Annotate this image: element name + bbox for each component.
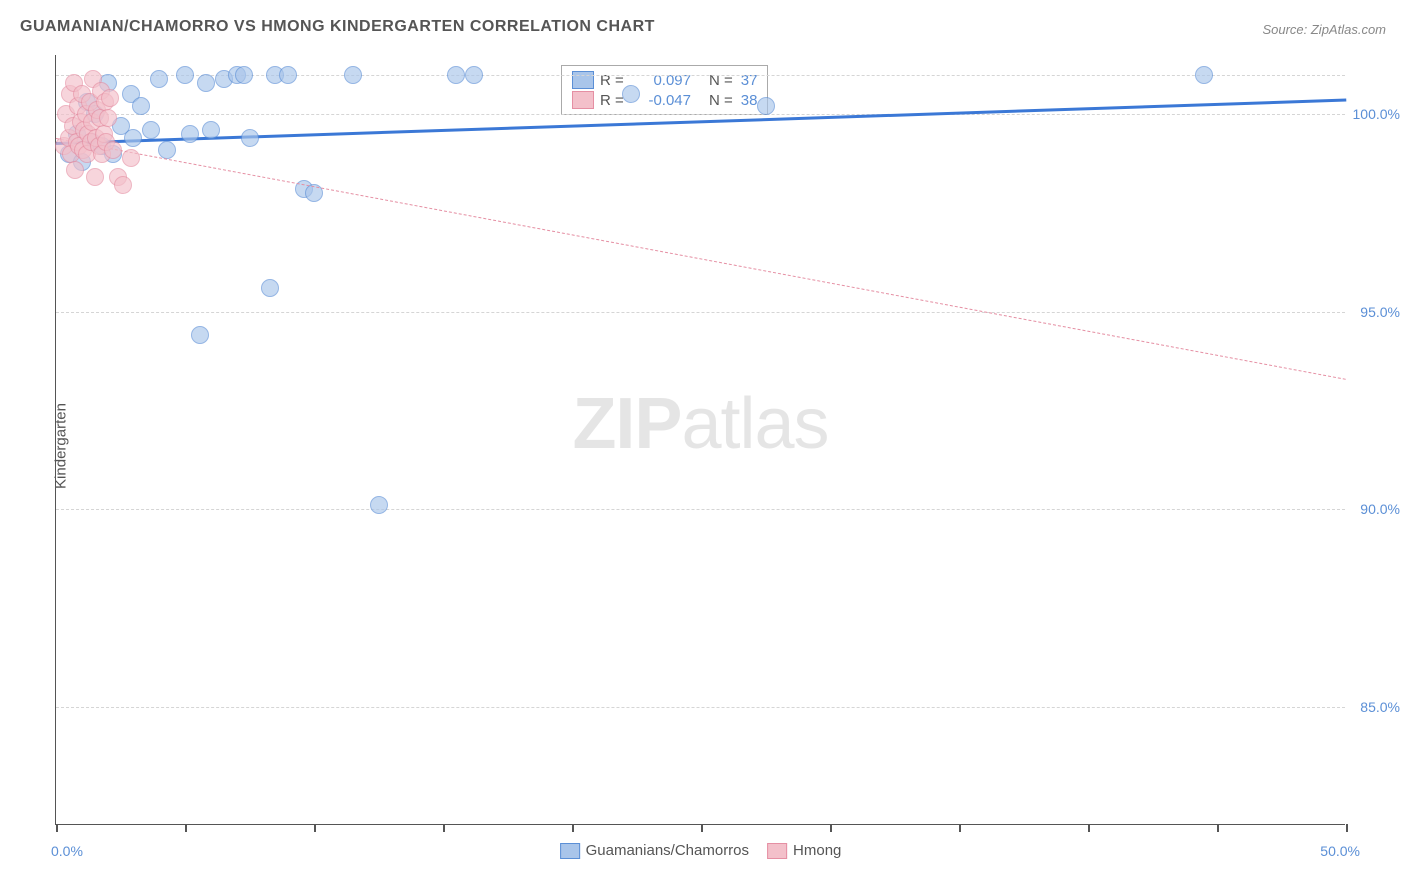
scatter-point <box>124 129 142 147</box>
scatter-point <box>279 66 297 84</box>
scatter-point <box>142 121 160 139</box>
legend-label: Guamanians/Chamorros <box>586 842 749 859</box>
scatter-point <box>191 326 209 344</box>
scatter-point <box>66 161 84 179</box>
scatter-point <box>104 141 122 159</box>
x-tick <box>959 824 961 832</box>
chart-title: GUAMANIAN/CHAMORRO VS HMONG KINDERGARTEN… <box>20 18 655 36</box>
x-tick <box>701 824 703 832</box>
chart-plot-area: ZIPatlas R =0.097N =37R =-0.047N =38 Gua… <box>55 55 1345 825</box>
gridline <box>56 114 1345 115</box>
watermark: ZIPatlas <box>572 383 828 465</box>
scatter-point <box>158 141 176 159</box>
x-tick <box>572 824 574 832</box>
scatter-point <box>465 66 483 84</box>
x-tick-label: 50.0% <box>1320 843 1360 859</box>
scatter-point <box>622 85 640 103</box>
legend-swatch <box>767 843 787 859</box>
scatter-point <box>114 176 132 194</box>
legend-swatch <box>560 843 580 859</box>
legend-item: Guamanians/Chamorros <box>560 842 749 859</box>
gridline <box>56 312 1345 313</box>
x-tick <box>314 824 316 832</box>
x-tick <box>443 824 445 832</box>
source-label: Source: ZipAtlas.com <box>1262 22 1386 37</box>
legend-r-value: -0.047 <box>636 92 691 109</box>
legend-swatch <box>572 71 594 89</box>
scatter-point <box>261 279 279 297</box>
legend-swatch <box>572 91 594 109</box>
gridline <box>56 707 1345 708</box>
legend-label: Hmong <box>793 842 841 859</box>
scatter-point <box>235 66 253 84</box>
correlation-legend: R =0.097N =37R =-0.047N =38 <box>561 65 768 115</box>
scatter-point <box>122 149 140 167</box>
legend-row: R =0.097N =37 <box>572 70 757 90</box>
y-tick-label: 95.0% <box>1350 304 1400 320</box>
scatter-point <box>447 66 465 84</box>
x-tick <box>1088 824 1090 832</box>
x-tick <box>56 824 58 832</box>
legend-n-value: 38 <box>741 92 758 109</box>
scatter-point <box>101 89 119 107</box>
gridline <box>56 509 1345 510</box>
x-tick <box>1217 824 1219 832</box>
scatter-point <box>757 97 775 115</box>
x-tick <box>1346 824 1348 832</box>
y-tick-label: 85.0% <box>1350 699 1400 715</box>
scatter-point <box>202 121 220 139</box>
x-tick <box>185 824 187 832</box>
scatter-point <box>86 168 104 186</box>
scatter-point <box>197 74 215 92</box>
legend-item: Hmong <box>767 842 841 859</box>
series-legend: Guamanians/Chamorros Hmong <box>560 842 842 859</box>
legend-row: R =-0.047N =38 <box>572 90 757 110</box>
scatter-point <box>99 109 117 127</box>
scatter-point <box>150 70 168 88</box>
scatter-point <box>370 496 388 514</box>
trend-line <box>56 138 1346 380</box>
scatter-point <box>181 125 199 143</box>
scatter-point <box>132 97 150 115</box>
scatter-point <box>176 66 194 84</box>
scatter-point <box>1195 66 1213 84</box>
legend-n-label: N = <box>709 92 733 109</box>
x-tick <box>830 824 832 832</box>
watermark-bold: ZIP <box>572 384 681 464</box>
y-tick-label: 100.0% <box>1350 106 1400 122</box>
y-tick-label: 90.0% <box>1350 501 1400 517</box>
scatter-point <box>344 66 362 84</box>
scatter-point <box>241 129 259 147</box>
watermark-light: atlas <box>681 384 828 464</box>
x-tick-label: 0.0% <box>51 843 83 859</box>
